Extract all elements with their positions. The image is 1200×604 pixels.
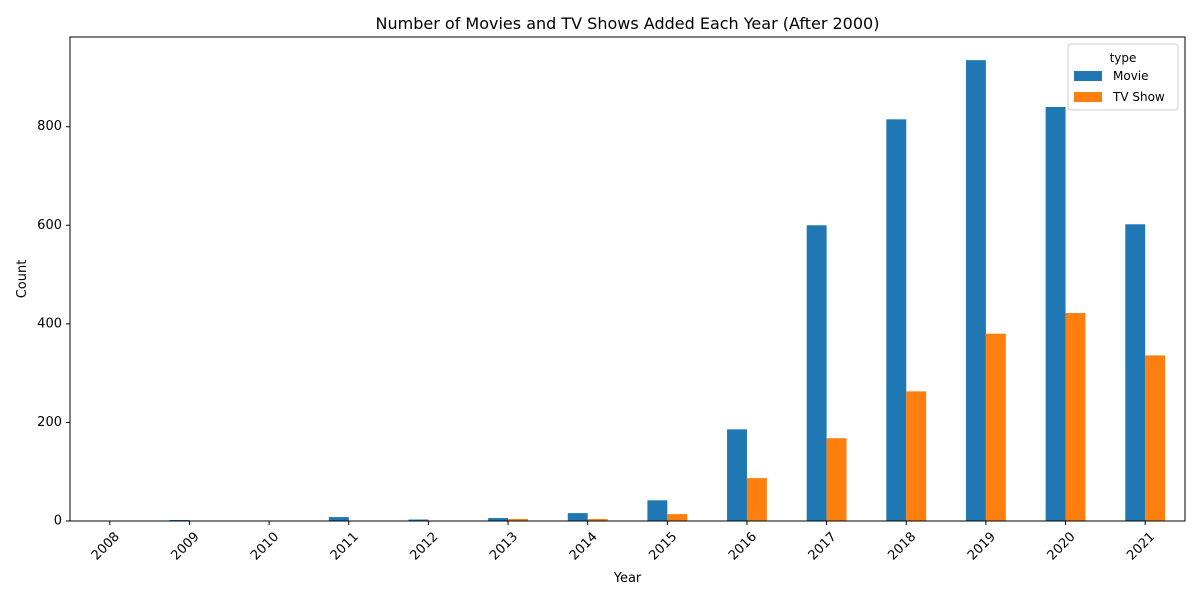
bar-tv-show-2019 (986, 334, 1006, 521)
legend-label-tv-show: TV Show (1112, 90, 1165, 104)
chart-title: Number of Movies and TV Shows Added Each… (376, 14, 880, 33)
bar-movie-2011 (329, 517, 349, 521)
bar-movie-2016 (727, 429, 747, 521)
bar-movie-2017 (807, 225, 827, 521)
bar-tv-show-2016 (747, 478, 767, 521)
legend-swatch-tv-show (1074, 92, 1102, 102)
bar-movie-2015 (647, 500, 667, 521)
y-tick-label: 200 (37, 415, 62, 430)
legend-label-movie: Movie (1113, 69, 1149, 83)
x-axis-label: Year (613, 571, 642, 586)
bar-movie-2019 (966, 60, 986, 521)
bar-movie-2018 (886, 119, 906, 521)
y-tick-label: 0 (54, 514, 62, 529)
bar-tv-show-2015 (667, 514, 687, 521)
y-axis-label: Count (15, 260, 30, 299)
legend: type Movie TV Show (1068, 44, 1178, 110)
y-tick-label: 600 (37, 218, 62, 233)
bar-tv-show-2018 (906, 391, 926, 521)
bar-tv-show-2021 (1145, 355, 1165, 521)
bar-tv-show-2020 (1066, 313, 1086, 521)
bar-movie-2014 (568, 513, 588, 521)
bar-movie-2020 (1046, 107, 1066, 521)
bar-tv-show-2017 (827, 438, 847, 521)
bar-movie-2021 (1125, 224, 1145, 521)
y-tick-label: 800 (37, 119, 62, 134)
y-tick-label: 400 (37, 316, 62, 331)
legend-swatch-movie (1074, 71, 1102, 81)
legend-title: type (1110, 51, 1137, 65)
